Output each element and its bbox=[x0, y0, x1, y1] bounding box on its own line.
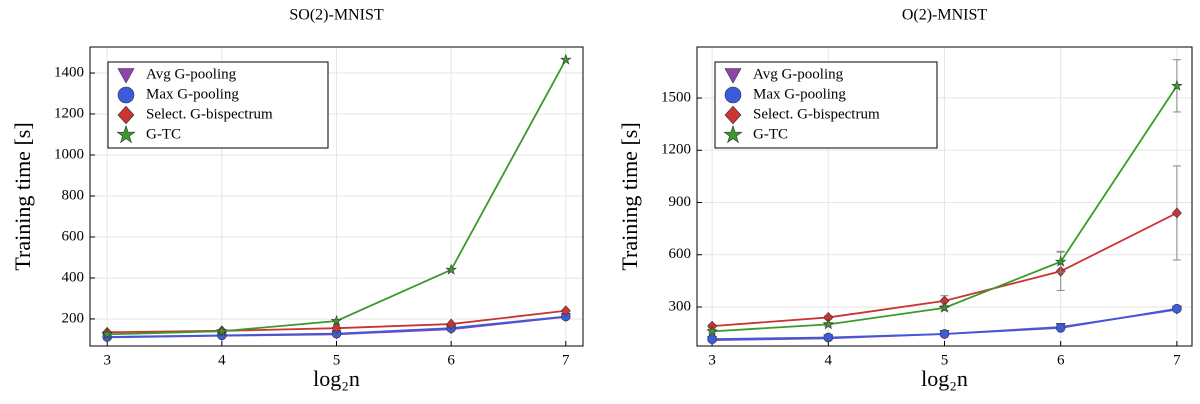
marker bbox=[1171, 207, 1182, 219]
legend-label: Select. G-bispectrum bbox=[146, 106, 273, 122]
y-tick-label: 900 bbox=[669, 194, 692, 210]
legend-label: Select. G-bispectrum bbox=[753, 106, 880, 122]
marker bbox=[1055, 323, 1066, 333]
y-axis-label: Training time [s] bbox=[10, 122, 35, 270]
chart: O(2)-MNIST 300 600 900 1200 1500 3 4 5 6 7 log₂n Tra… bbox=[617, 7, 1193, 391]
marker bbox=[117, 68, 135, 84]
y-tick-label: 200 bbox=[62, 310, 85, 326]
marker bbox=[1171, 79, 1183, 91]
legend-box bbox=[107, 61, 329, 149]
marker bbox=[1172, 303, 1182, 314]
y-axis-label: Training time [s] bbox=[617, 122, 642, 270]
x-tick-label: 5 bbox=[333, 352, 341, 368]
marker bbox=[822, 318, 835, 330]
x-tick-label: 5 bbox=[941, 352, 949, 368]
x-tick-label: 4 bbox=[825, 352, 833, 368]
y-tick-label: 300 bbox=[669, 298, 692, 314]
y-tick-label: 1200 bbox=[661, 142, 691, 158]
marker bbox=[706, 325, 718, 337]
y-tick-label: 600 bbox=[62, 228, 85, 244]
x-tick-label: 3 bbox=[708, 352, 716, 368]
plot-frame bbox=[89, 46, 584, 347]
chart-title: O(2)-MNIST bbox=[902, 7, 988, 24]
x-axis-label: log₂n bbox=[921, 366, 968, 391]
legend-label: G-TC bbox=[146, 126, 181, 142]
marker bbox=[707, 334, 717, 345]
plot-frame bbox=[696, 46, 1193, 347]
y-tick-label: 600 bbox=[669, 246, 692, 262]
x-tick-label: 7 bbox=[562, 352, 570, 368]
marker bbox=[117, 105, 135, 125]
legend-label: Max G-pooling bbox=[753, 86, 846, 102]
legend-label: G-TC bbox=[753, 126, 788, 142]
y-tick-label: 1400 bbox=[54, 64, 84, 80]
y-tick-label: 1000 bbox=[54, 146, 84, 162]
y-tick-label: 400 bbox=[62, 269, 85, 285]
marker bbox=[117, 86, 135, 104]
marker bbox=[330, 314, 343, 326]
marker bbox=[216, 325, 228, 337]
marker bbox=[560, 305, 571, 317]
chart: SO(2)-MNIST 200 400 600 800 1000 1200 1400 3 4 5 6 7… bbox=[10, 7, 584, 391]
marker bbox=[1054, 255, 1067, 267]
marker bbox=[445, 263, 457, 275]
y-tick-label: 1500 bbox=[661, 89, 691, 105]
marker bbox=[446, 318, 457, 330]
marker bbox=[331, 322, 342, 334]
chart-title: SO(2)-MNIST bbox=[289, 7, 383, 24]
marker bbox=[823, 332, 834, 343]
marker bbox=[724, 68, 742, 84]
legend-box bbox=[714, 61, 938, 149]
marker bbox=[723, 124, 743, 144]
marker bbox=[101, 328, 114, 340]
marker bbox=[724, 105, 742, 125]
marker bbox=[724, 86, 742, 104]
x-tick-label: 7 bbox=[1173, 352, 1181, 368]
legend-label: Max G-pooling bbox=[146, 86, 239, 102]
x-tick-label: 4 bbox=[218, 352, 226, 368]
marker bbox=[116, 124, 136, 144]
y-tick-label: 800 bbox=[62, 187, 85, 203]
legend-label: Avg G-pooling bbox=[146, 66, 237, 82]
x-tick-label: 6 bbox=[447, 352, 455, 368]
x-tick-label: 6 bbox=[1057, 352, 1065, 368]
x-axis-label: log₂n bbox=[313, 366, 360, 391]
x-tick-label: 3 bbox=[103, 352, 111, 368]
marker bbox=[939, 329, 950, 339]
y-tick-label: 1200 bbox=[54, 105, 84, 121]
marker bbox=[559, 53, 572, 65]
legend-label: Avg G-pooling bbox=[753, 66, 844, 82]
marker bbox=[938, 301, 951, 313]
